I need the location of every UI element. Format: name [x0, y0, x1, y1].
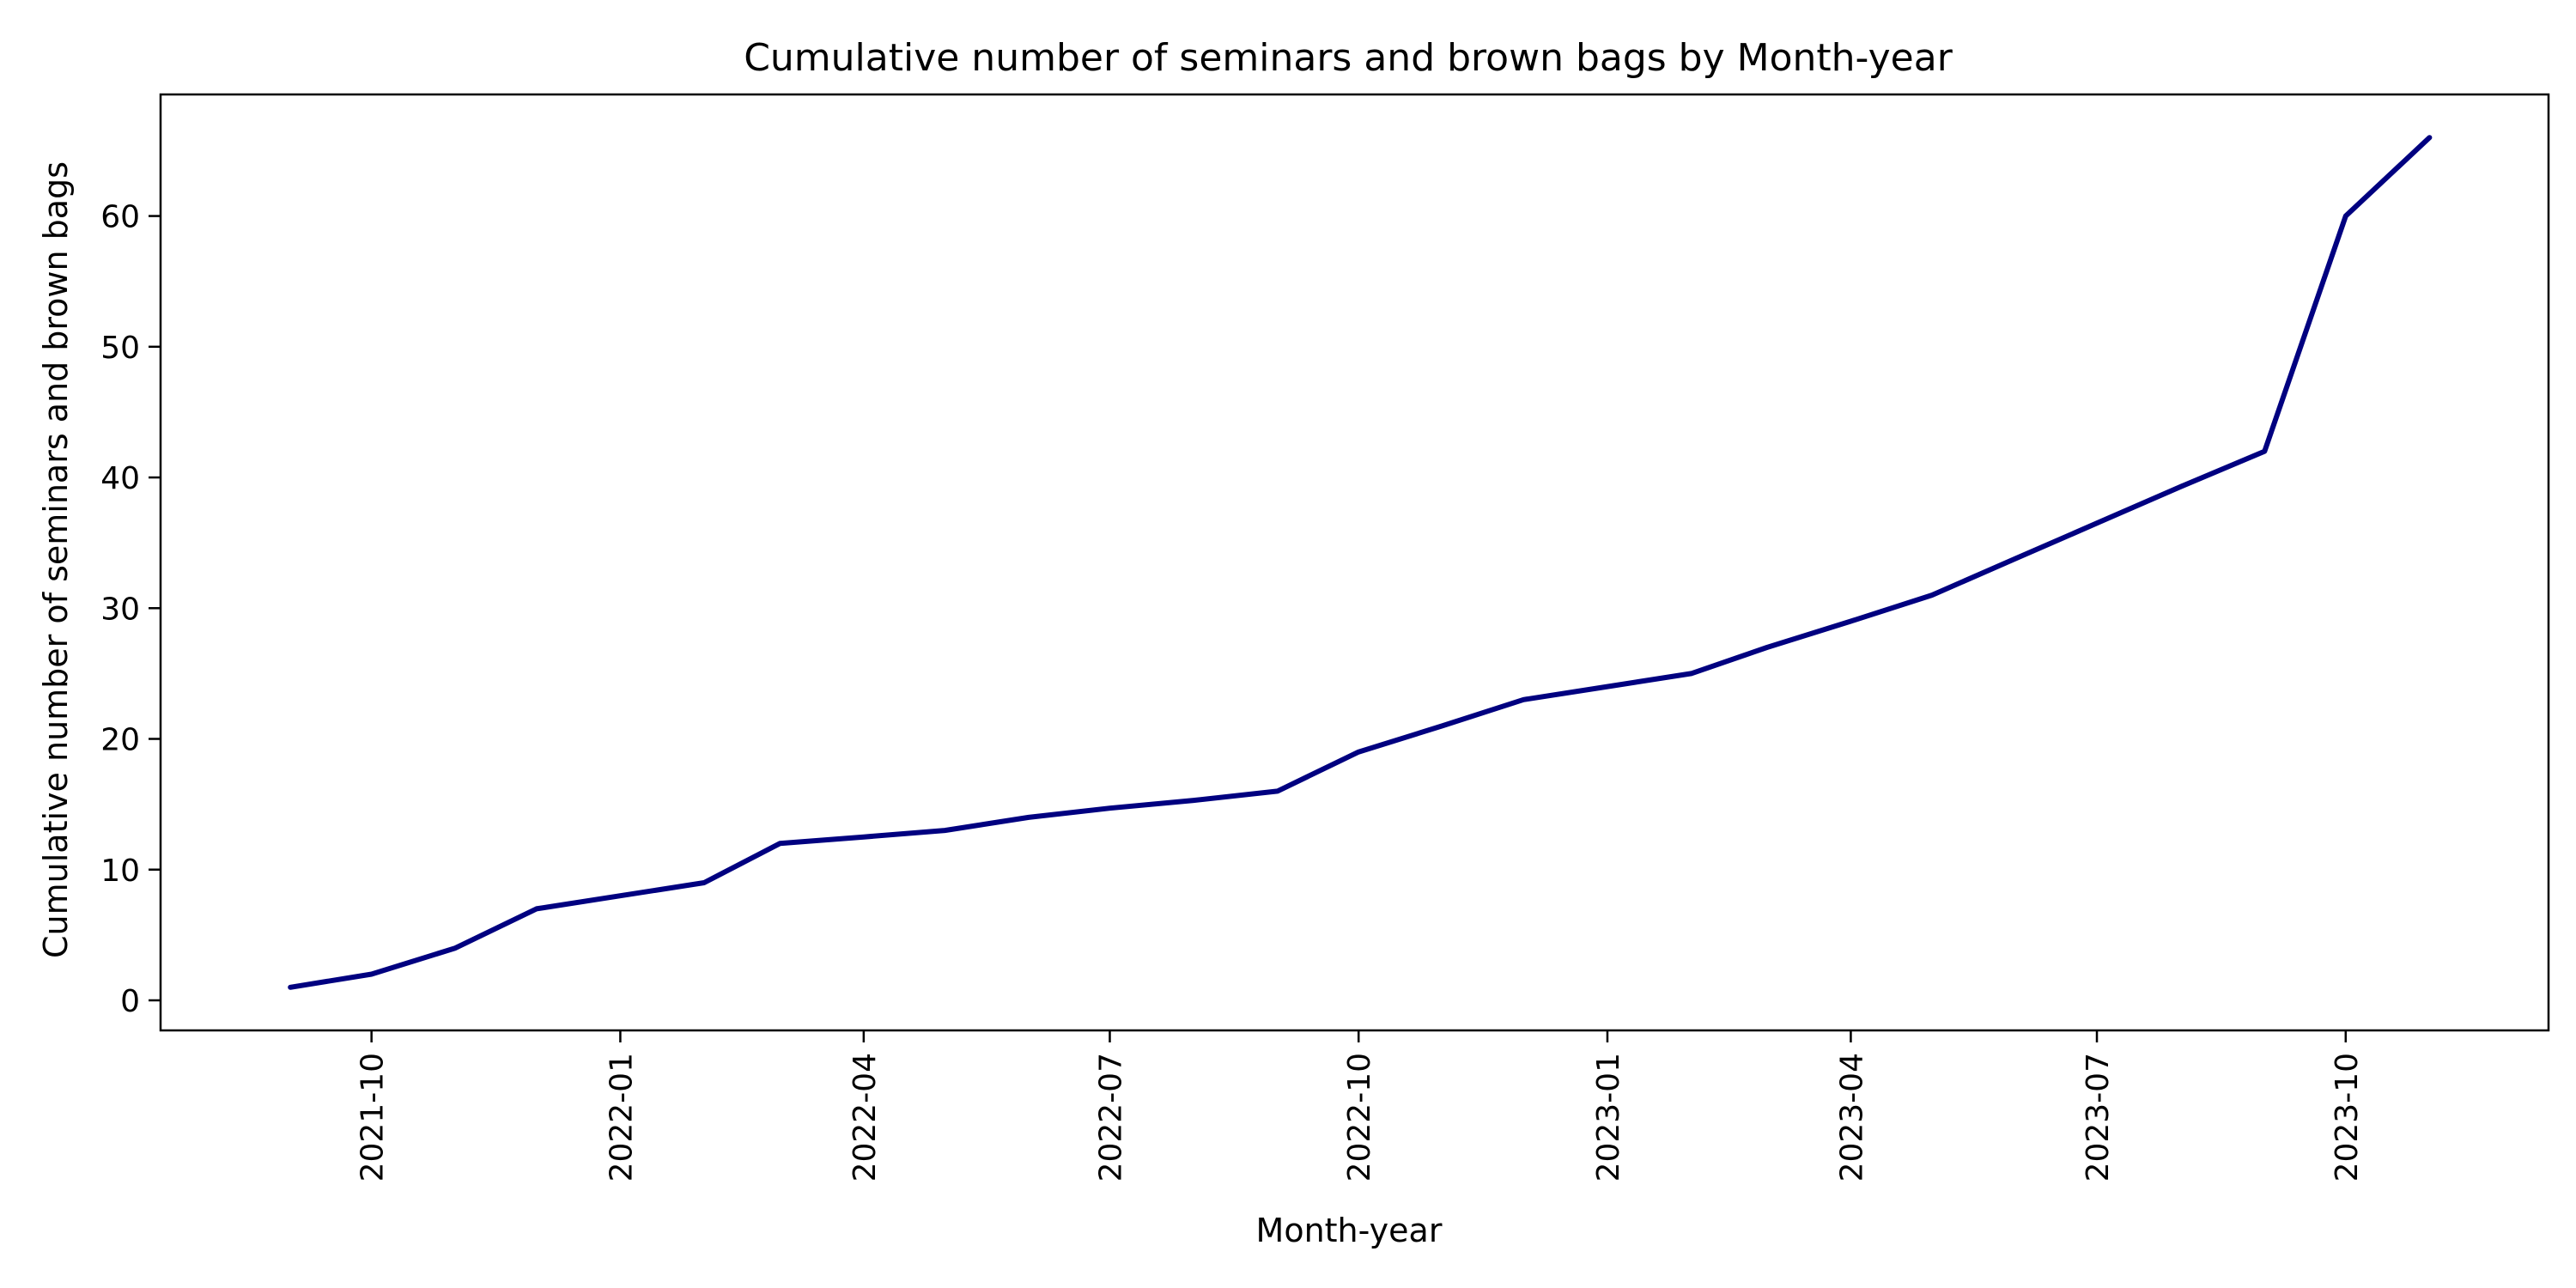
series-line: [288, 135, 2433, 990]
x-tick-label: 2023-01: [1591, 1053, 1626, 1182]
y-axis-label: Cumulative number of seminars and brown …: [37, 161, 75, 958]
plot-area-frame: [159, 93, 2550, 1032]
x-axis-ticks: 2021-10 2022-01 2022-04 2022-07 2022-10 2023-…: [355, 1030, 2365, 1182]
x-tick-label: 2023-10: [2330, 1053, 2365, 1182]
y-tick-label: 30: [100, 592, 140, 627]
y-axis-ticks: 0 10 20 30 40 50 60: [100, 200, 161, 1019]
y-tick-label: 20: [100, 723, 140, 758]
y-tick-label: 50: [100, 331, 140, 366]
y-tick-label: 0: [120, 984, 140, 1019]
chart-title: Cumulative number of seminars and brown …: [744, 36, 1953, 80]
y-tick-label: 10: [100, 854, 140, 889]
x-tick-label: 2022-07: [1093, 1053, 1128, 1182]
x-tick-label: 2023-04: [1834, 1053, 1869, 1182]
x-tick-label: 2023-07: [2081, 1053, 2116, 1182]
x-tick-label: 2022-04: [848, 1053, 883, 1182]
x-tick-label: 2021-10: [355, 1053, 391, 1182]
x-tick-label: 2022-10: [1342, 1053, 1377, 1182]
x-tick-label: 2022-01: [604, 1053, 639, 1182]
x-axis-label: Month-year: [1256, 1212, 1443, 1249]
y-tick-label: 40: [100, 461, 140, 496]
y-tick-label: 60: [100, 200, 140, 235]
